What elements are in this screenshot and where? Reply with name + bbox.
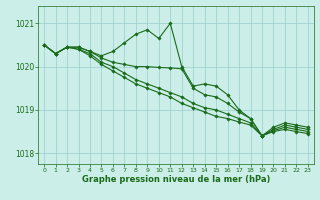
X-axis label: Graphe pression niveau de la mer (hPa): Graphe pression niveau de la mer (hPa) — [82, 175, 270, 184]
